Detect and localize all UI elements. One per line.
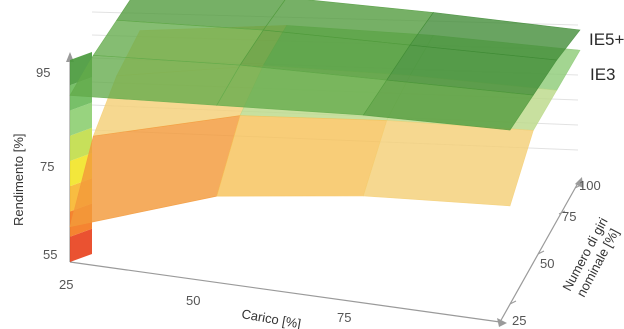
- y-axis-title: Rendimento [%]: [11, 134, 26, 227]
- z-tick-label: 75: [562, 209, 576, 224]
- x-tick-label: 25: [59, 277, 73, 292]
- x-tick-label: 50: [186, 293, 200, 308]
- z-tick-label: 50: [540, 256, 554, 271]
- x-axis-title: Carico [%]: [240, 306, 302, 329]
- series-label-ie5plus: IE5+: [589, 30, 624, 49]
- surfaces: [70, 0, 580, 227]
- series-label-ie3: IE3: [590, 65, 616, 84]
- y-tick-label: 95: [36, 65, 50, 80]
- surface-patch: [217, 116, 387, 197]
- z-tick-label: 25: [512, 313, 526, 328]
- z-axis-line: [500, 183, 578, 322]
- y-tick-label: 55: [43, 247, 57, 262]
- y-tick-label: 75: [40, 159, 54, 174]
- x-tick-label: 75: [337, 310, 351, 325]
- surface-patch: [363, 121, 533, 206]
- z-tick-label: 100: [579, 178, 601, 193]
